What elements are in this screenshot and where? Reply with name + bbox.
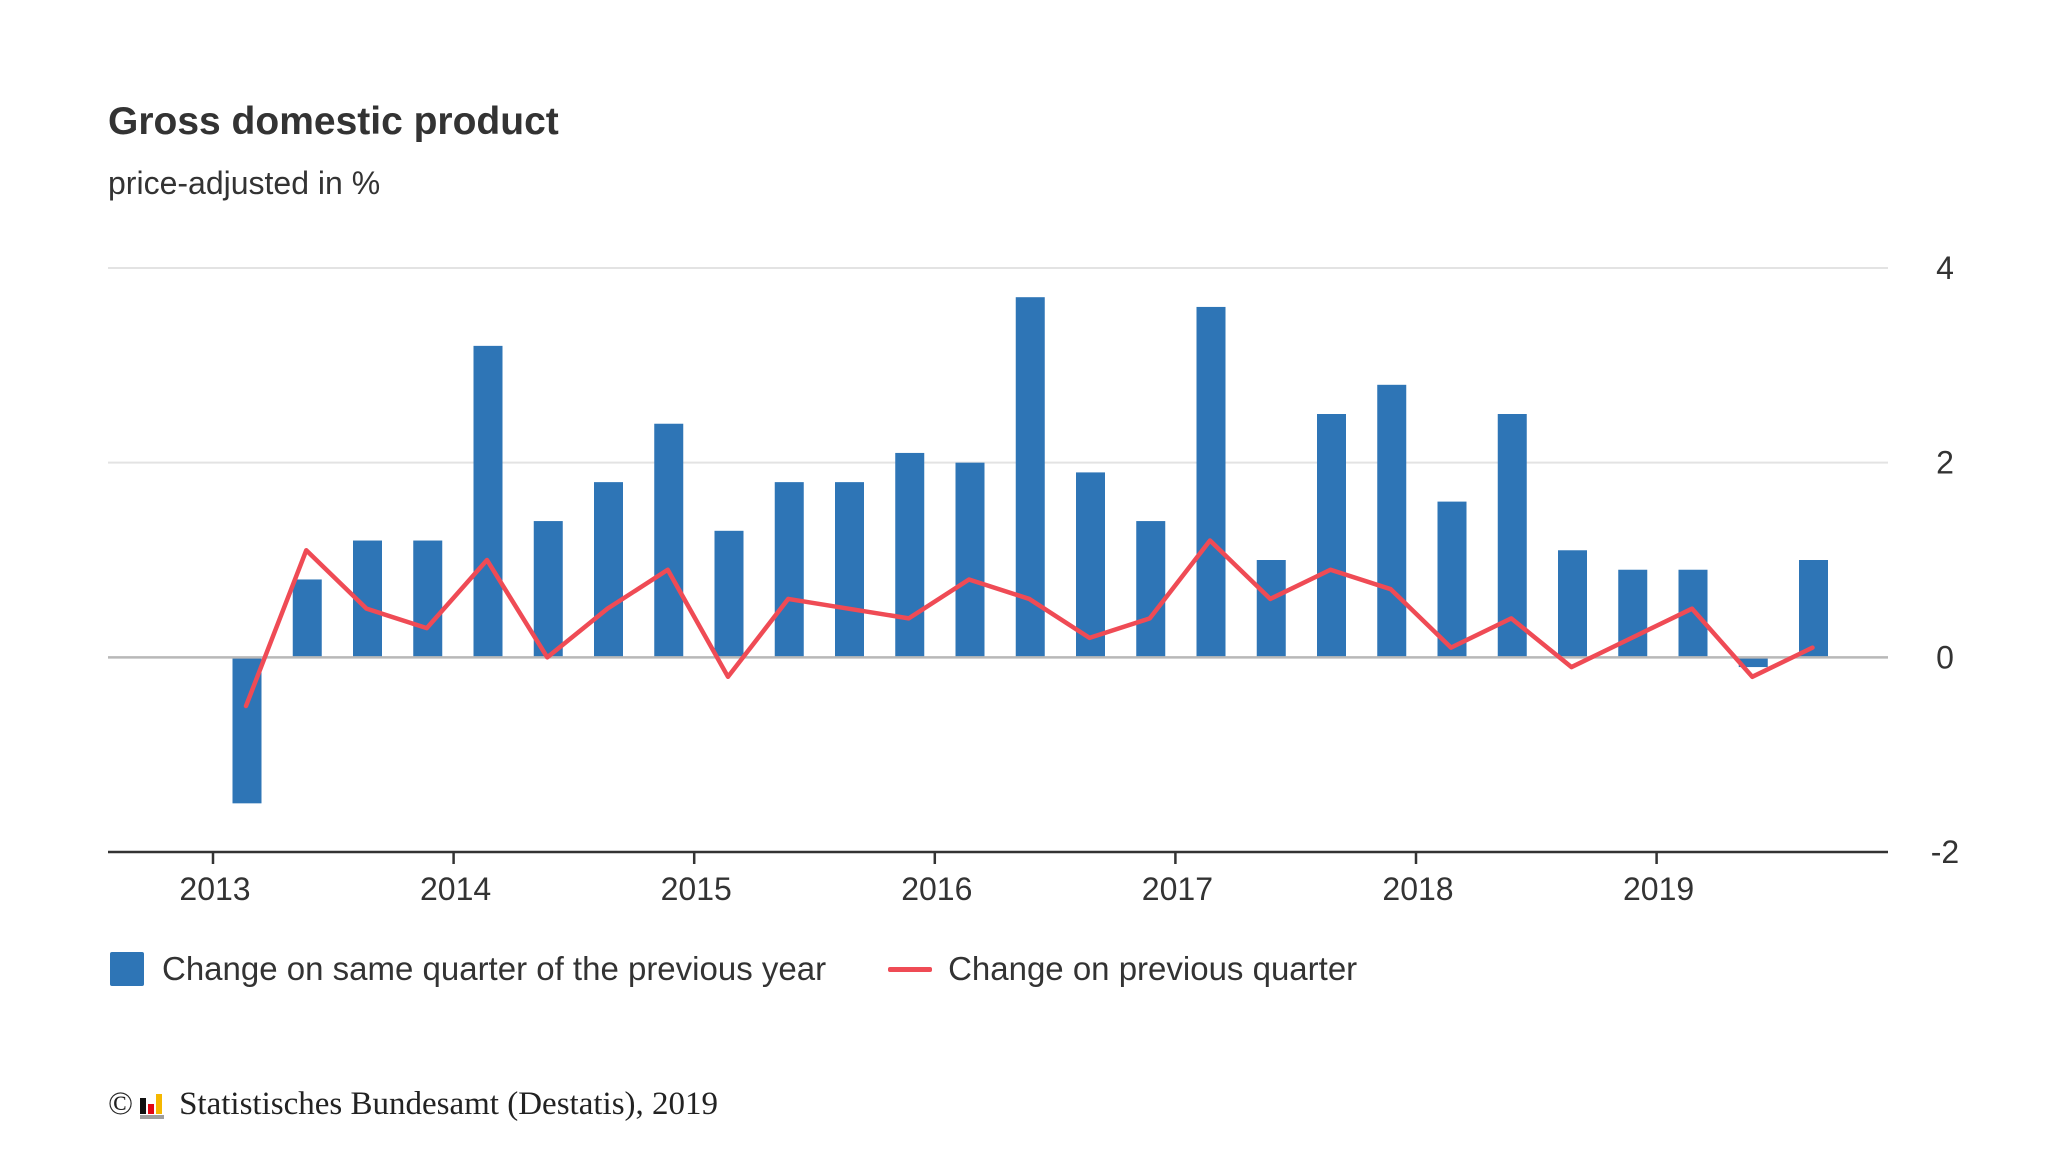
x-tick-label: 2018	[1382, 871, 1453, 907]
bar	[835, 482, 864, 658]
y-tick-label: 2	[1936, 445, 1954, 481]
bar	[1558, 550, 1587, 658]
bar	[774, 482, 804, 658]
y-tick-label: 4	[1936, 250, 1954, 286]
copyright-symbol: ©	[108, 1086, 134, 1122]
bar	[1799, 560, 1828, 658]
x-tick-label: 2014	[420, 871, 491, 907]
source-credit: © Statistisches Bundesamt (Destatis), 20…	[108, 1086, 718, 1123]
chart-title: Gross domestic product	[108, 100, 559, 143]
bar	[1256, 560, 1286, 658]
legend: Change on same quarter of the previous y…	[110, 950, 1419, 988]
x-tick-label: 2019	[1623, 871, 1694, 907]
bar	[1015, 297, 1045, 658]
bar	[955, 462, 985, 658]
bar	[654, 423, 684, 658]
legend-item-bar-series[interactable]: Change on same quarter of the previous y…	[110, 950, 826, 988]
legend-label-line-series: Change on previous quarter	[948, 950, 1358, 987]
x-tick-label: 2017	[1142, 871, 1213, 907]
bar	[1317, 414, 1346, 658]
bar	[292, 579, 322, 658]
bar	[533, 521, 563, 658]
x-axis: 2013 2014 2015 2016 2017 2018 2019	[108, 850, 1888, 907]
gridlines	[108, 267, 1888, 464]
bar-series	[232, 297, 1828, 804]
bar	[1738, 657, 1768, 668]
legend-swatch-line	[888, 966, 933, 972]
bar	[473, 345, 503, 658]
credit-text: Statistisches Bundesamt (Destatis), 2019	[179, 1086, 719, 1122]
legend-item-line-series[interactable]: Change on previous quarter	[888, 950, 1357, 988]
bar	[594, 482, 623, 658]
bar	[1196, 306, 1226, 658]
x-tick-label: 2013	[179, 871, 250, 907]
bar	[1377, 384, 1407, 658]
destatis-logo-icon	[140, 1093, 165, 1119]
y-axis-tick-labels: 4 2 0 -2	[1931, 250, 1959, 870]
bar	[895, 452, 925, 658]
y-tick-label: 0	[1936, 639, 1954, 675]
x-tick-label: 2016	[901, 871, 972, 907]
line-series-path	[243, 538, 1815, 709]
chart-subtitle: price-adjusted in %	[108, 165, 381, 201]
y-tick-label: -2	[1931, 834, 1959, 870]
bar	[1437, 501, 1467, 658]
legend-label-bar-series: Change on same quarter of the previous y…	[162, 950, 827, 987]
line-series	[243, 538, 1815, 709]
x-tick-label: 2015	[661, 871, 732, 907]
bar	[413, 540, 443, 658]
bar	[714, 530, 744, 658]
bar	[1076, 472, 1105, 658]
legend-swatch-bar	[110, 952, 144, 986]
bar	[1136, 521, 1166, 658]
